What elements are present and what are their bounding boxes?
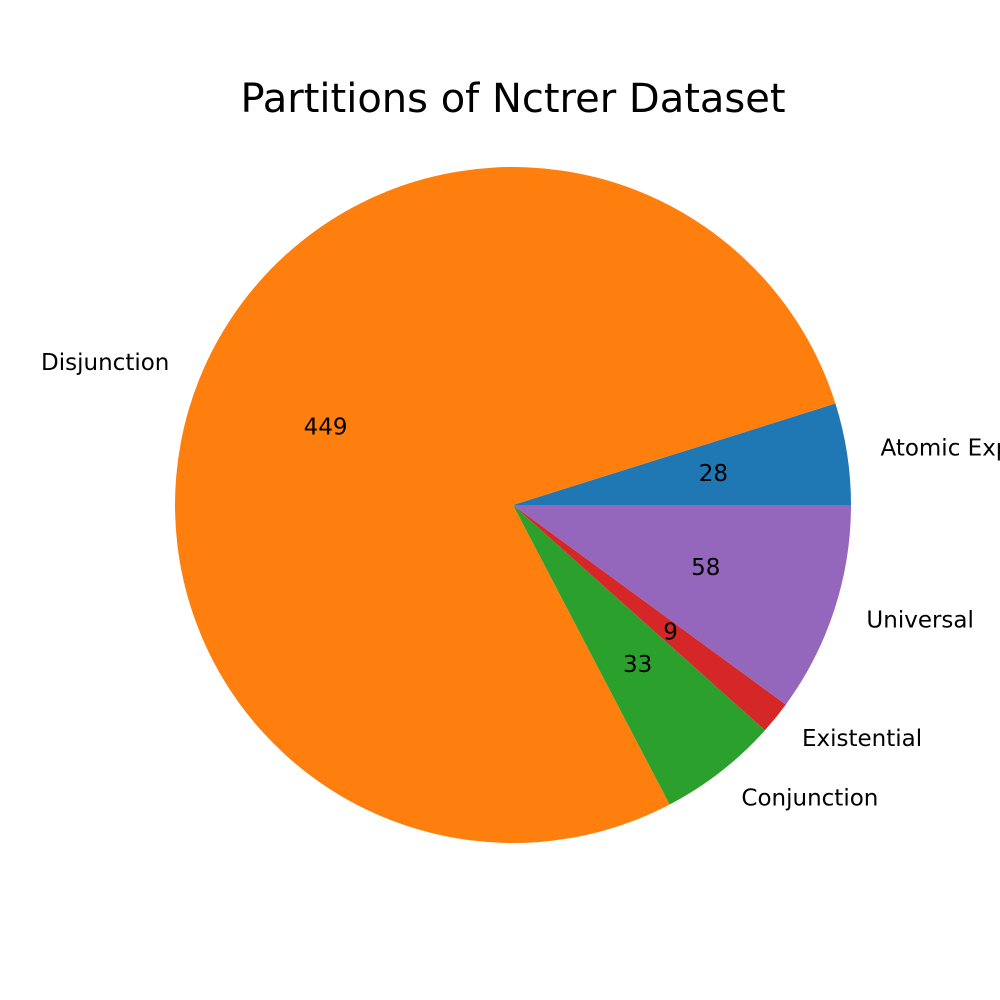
pie-slices: [174, 167, 851, 843]
pie-value-universal: 58: [691, 555, 720, 581]
pie-slice-atomic-expression: [513, 403, 851, 505]
pie-category-labels: Atomic Expression Disjunction Conjunction E…: [41, 350, 1000, 811]
chart-title: Partitions of Nctrer Dataset: [240, 76, 785, 122]
pie-value-existential: 9: [663, 620, 678, 646]
pie-slice-conjunction: [513, 505, 765, 805]
pie-value-disjunction: 449: [304, 415, 348, 441]
pie-slice-universal: [513, 505, 851, 705]
pie-value-atomic-expression: 28: [699, 461, 728, 487]
pie-value-conjunction: 33: [623, 652, 652, 678]
pie-label-disjunction: Disjunction: [41, 350, 169, 376]
pie-slice-disjunction: [174, 167, 836, 843]
pie-label-conjunction: Conjunction: [741, 785, 878, 811]
pie-slice-existential: [513, 505, 786, 731]
pie-value-labels: 28 449 33 9 58: [304, 415, 728, 679]
pie-label-existential: Existential: [802, 726, 922, 752]
pie-label-universal: Universal: [866, 607, 974, 633]
pie-label-atomic-expression: Atomic Expression: [880, 436, 1000, 462]
